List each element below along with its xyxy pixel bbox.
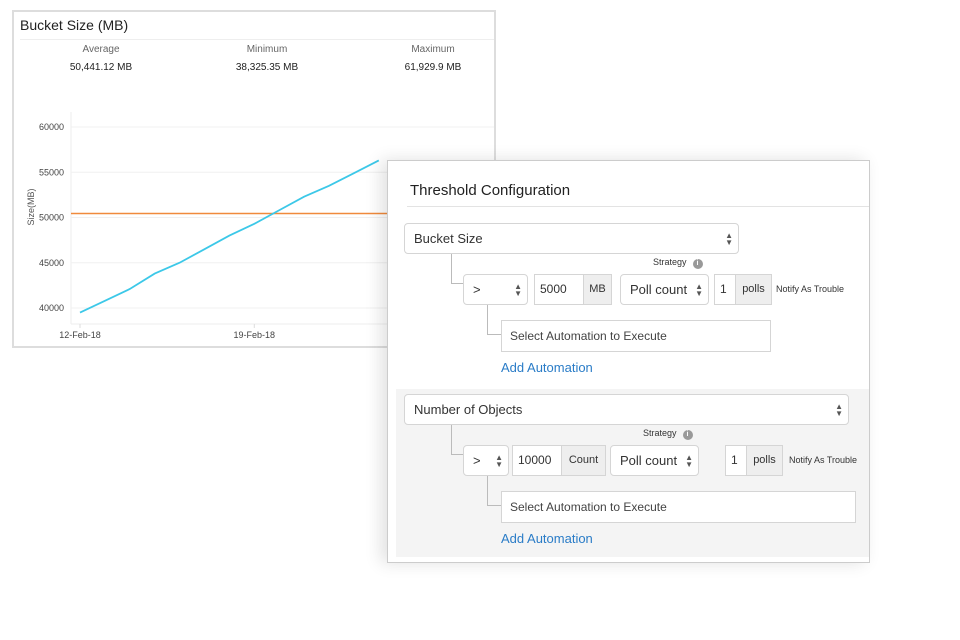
y-tick-label: 55000: [39, 167, 64, 177]
automation-select[interactable]: Select Automation to Execute: [501, 491, 856, 523]
y-tick-label: 40000: [39, 303, 64, 313]
severity-label: Notify As Trouble: [789, 455, 858, 465]
select-arrows-icon: ▲ ▼: [685, 453, 693, 469]
operator-value: >: [473, 453, 481, 468]
stat-label: Maximum: [411, 44, 455, 55]
metric-select[interactable]: Bucket Size ▲ ▼: [404, 223, 739, 254]
polls-input[interactable]: 1 polls: [714, 274, 772, 305]
add-automation-link[interactable]: Add Automation: [501, 531, 593, 546]
polls-input[interactable]: 1 polls: [725, 445, 783, 476]
strategy-select[interactable]: Poll count ▲ ▼: [610, 445, 699, 476]
metric-select[interactable]: Number of Objects ▲ ▼: [404, 394, 849, 425]
y-tick-label: 60000: [39, 122, 64, 132]
operator-select[interactable]: > ▲ ▼: [463, 274, 528, 305]
threshold-value: 5000: [540, 282, 567, 296]
divider: [20, 39, 494, 40]
tree-connector: [487, 305, 501, 335]
card-title: Bucket Size (MB): [20, 17, 129, 33]
strategy-text: Strategy: [643, 428, 677, 438]
tree-connector: [451, 425, 463, 455]
add-automation-link[interactable]: Add Automation: [501, 360, 593, 375]
threshold-value-input[interactable]: 10000 Count: [512, 445, 606, 476]
operator-value: >: [473, 282, 481, 297]
panel-title: Threshold Configuration: [410, 182, 571, 199]
y-tick-label: 50000: [39, 213, 64, 223]
strategy-label: Strategy i: [653, 257, 703, 269]
stat-average: Average 50,441.12 MB: [21, 44, 181, 73]
strategy-select[interactable]: Poll count ▲ ▼: [620, 274, 709, 305]
select-arrows-icon: ▲ ▼: [725, 231, 733, 247]
select-arrows-icon: ▲ ▼: [695, 282, 703, 298]
stat-value: 38,325.35 MB: [235, 62, 299, 73]
divider: [407, 206, 869, 207]
metric-value: Number of Objects: [414, 402, 523, 417]
tree-connector: [487, 476, 501, 506]
select-arrows-icon: ▲ ▼: [495, 453, 503, 469]
series-line: [79, 159, 380, 314]
polls-addon: polls: [735, 275, 771, 304]
stat-label: Average: [82, 44, 120, 55]
polls-value: 1: [731, 453, 738, 467]
stat-maximum: Maximum 61,929.9 MB: [353, 44, 513, 73]
y-tick-label: 45000: [39, 258, 64, 268]
unit-addon: Count: [561, 446, 605, 475]
tree-connector: [451, 254, 463, 284]
stat-value: 61,929.9 MB: [404, 62, 462, 73]
operator-select[interactable]: > ▲ ▼: [463, 445, 509, 476]
automation-placeholder: Select Automation to Execute: [510, 500, 667, 514]
x-tick-label: 12-Feb-18: [59, 330, 101, 340]
automation-placeholder: Select Automation to Execute: [510, 329, 667, 343]
polls-value: 1: [720, 282, 727, 296]
stat-minimum: Minimum 38,325.35 MB: [187, 44, 347, 73]
info-icon[interactable]: i: [692, 259, 703, 269]
strategy-value: Poll count: [620, 453, 678, 468]
polls-addon: polls: [746, 446, 782, 475]
unit-addon: MB: [583, 275, 611, 304]
threshold-value-input[interactable]: 5000 MB: [534, 274, 612, 305]
severity-label: Notify As Trouble: [776, 284, 845, 294]
strategy-value: Poll count: [630, 282, 688, 297]
select-arrows-icon: ▲ ▼: [835, 402, 843, 418]
metric-value: Bucket Size: [414, 231, 483, 246]
threshold-value: 10000: [518, 453, 552, 467]
automation-select[interactable]: Select Automation to Execute: [501, 320, 771, 352]
select-arrows-icon: ▲ ▼: [514, 282, 522, 298]
stat-label: Minimum: [246, 44, 288, 55]
y-axis-label: Size(MB): [26, 188, 36, 225]
strategy-label: Strategy i: [643, 428, 693, 440]
info-icon[interactable]: i: [682, 430, 693, 440]
strategy-text: Strategy: [653, 257, 687, 267]
threshold-configuration-panel: Threshold Configuration Bucket Size ▲ ▼ St…: [387, 160, 870, 563]
x-tick-label: 19-Feb-18: [234, 330, 276, 340]
stat-value: 50,441.12 MB: [69, 62, 133, 73]
